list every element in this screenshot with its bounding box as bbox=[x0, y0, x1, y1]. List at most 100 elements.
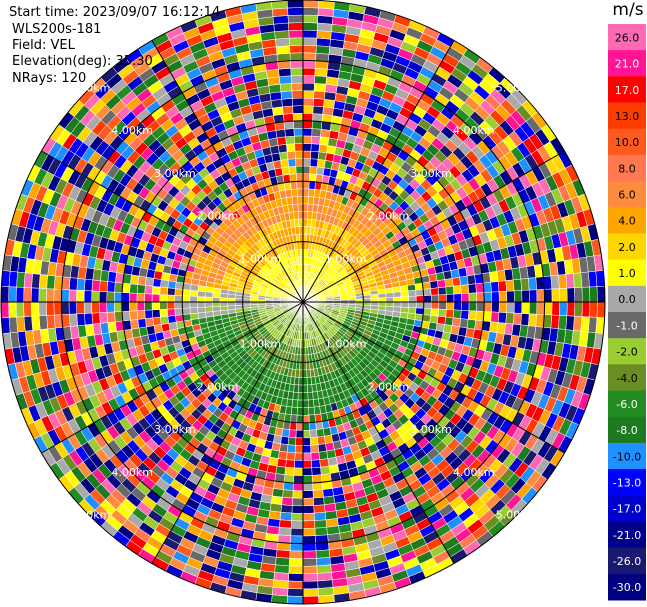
velocity-bin bbox=[423, 301, 432, 309]
velocity-bin bbox=[302, 467, 313, 476]
velocity-bin bbox=[293, 211, 299, 220]
velocity-bin bbox=[274, 564, 290, 574]
velocity-bin bbox=[309, 436, 319, 446]
velocity-bin bbox=[307, 384, 313, 393]
velocity-bin bbox=[160, 315, 170, 325]
velocity-bin bbox=[288, 558, 304, 567]
velocity-bin bbox=[280, 90, 293, 100]
velocity-bin bbox=[317, 579, 334, 589]
velocity-bin bbox=[302, 565, 318, 575]
velocity-bin bbox=[452, 285, 462, 295]
velocity-bin bbox=[189, 289, 199, 297]
velocity-bin bbox=[506, 290, 515, 303]
velocity-bin bbox=[277, 450, 288, 460]
velocity-bin bbox=[302, 196, 309, 205]
velocity-bin bbox=[596, 285, 606, 303]
velocity-bin bbox=[310, 451, 320, 461]
velocity-bin bbox=[536, 301, 545, 315]
velocity-bin bbox=[295, 437, 304, 446]
velocity-bin bbox=[166, 294, 176, 303]
velocity-bin bbox=[197, 306, 206, 314]
velocity-bin bbox=[297, 196, 304, 205]
velocity-bin bbox=[452, 309, 462, 319]
velocity-bin bbox=[38, 274, 48, 289]
velocity-bin bbox=[282, 489, 294, 499]
velocity-bin bbox=[130, 319, 140, 330]
velocity-bin bbox=[159, 286, 169, 296]
velocity-bin bbox=[286, 444, 296, 454]
velocity-bin bbox=[290, 181, 298, 190]
velocity-bin bbox=[166, 301, 176, 310]
velocity-bin bbox=[322, 106, 334, 116]
velocity-bin bbox=[528, 301, 538, 315]
velocity-bin bbox=[295, 165, 304, 175]
velocity-bin bbox=[430, 301, 440, 310]
velocity-bin bbox=[318, 450, 329, 460]
velocity-bin bbox=[190, 312, 199, 320]
velocity-bin bbox=[588, 316, 598, 334]
velocity-bin bbox=[274, 30, 290, 40]
velocity-bin bbox=[298, 218, 304, 227]
velocity-bin bbox=[302, 203, 309, 212]
range-ring-label: 1.00km bbox=[325, 338, 367, 351]
velocity-bin bbox=[536, 289, 545, 303]
velocity-bin bbox=[475, 310, 485, 322]
velocity-bin bbox=[490, 281, 500, 293]
velocity-bin bbox=[370, 301, 379, 307]
velocity-bin bbox=[451, 317, 461, 328]
velocity-bin bbox=[271, 587, 289, 597]
velocity-bin bbox=[436, 315, 446, 325]
velocity-bin bbox=[290, 535, 304, 544]
velocity-bin bbox=[151, 301, 160, 311]
velocity-bin bbox=[294, 452, 304, 461]
velocity-bin bbox=[297, 203, 304, 212]
velocity-bin bbox=[310, 444, 320, 454]
velocity-bin bbox=[319, 136, 330, 146]
velocity-bin bbox=[285, 189, 293, 198]
velocity-bin bbox=[302, 143, 312, 152]
velocity-bin bbox=[489, 271, 499, 283]
velocity-bin bbox=[121, 282, 131, 294]
range-ring-label: 1.00km bbox=[240, 338, 282, 351]
velocity-bin bbox=[483, 291, 493, 303]
velocity-bin bbox=[289, 173, 297, 183]
velocity-bin bbox=[302, 218, 308, 227]
colorbar-tick-label: 1.0 bbox=[618, 267, 636, 280]
velocity-bin bbox=[23, 272, 33, 289]
velocity-bin bbox=[302, 150, 312, 159]
velocity-bin bbox=[293, 120, 304, 129]
velocity-bin bbox=[83, 290, 93, 303]
velocity-bin bbox=[289, 421, 297, 431]
velocity-bin bbox=[286, 451, 296, 461]
velocity-bin bbox=[302, 45, 317, 54]
range-ring-label: 4.00km bbox=[453, 124, 495, 137]
velocity-bin bbox=[316, 572, 333, 582]
velocity-bin bbox=[302, 128, 313, 137]
velocity-bin bbox=[309, 158, 319, 168]
velocity-bin bbox=[286, 150, 296, 160]
range-ring-label: 2.00km bbox=[197, 380, 239, 393]
velocity-bin bbox=[293, 128, 304, 137]
velocity-bin bbox=[453, 301, 462, 311]
velocity-bin bbox=[550, 314, 560, 330]
velocity-bin bbox=[23, 287, 32, 303]
velocity-bin bbox=[299, 233, 304, 242]
velocity-bin bbox=[291, 399, 299, 408]
velocity-bin bbox=[308, 414, 316, 423]
velocity-bin bbox=[370, 293, 379, 299]
velocity-bin bbox=[302, 588, 319, 597]
velocity-bin bbox=[275, 557, 290, 567]
velocity-bin bbox=[423, 295, 432, 303]
velocity-bin bbox=[289, 543, 304, 552]
velocity-bin bbox=[296, 407, 304, 416]
velocity-bin bbox=[61, 289, 70, 303]
velocity-bin bbox=[296, 173, 304, 182]
velocity-bin bbox=[400, 306, 409, 314]
velocity-bin bbox=[308, 181, 316, 190]
velocity-bin bbox=[302, 520, 316, 529]
velocity-bin bbox=[61, 301, 70, 315]
velocity-bin bbox=[174, 308, 184, 316]
velocity-bin bbox=[137, 318, 147, 329]
colorbar-tick-label: 4.0 bbox=[618, 215, 636, 228]
